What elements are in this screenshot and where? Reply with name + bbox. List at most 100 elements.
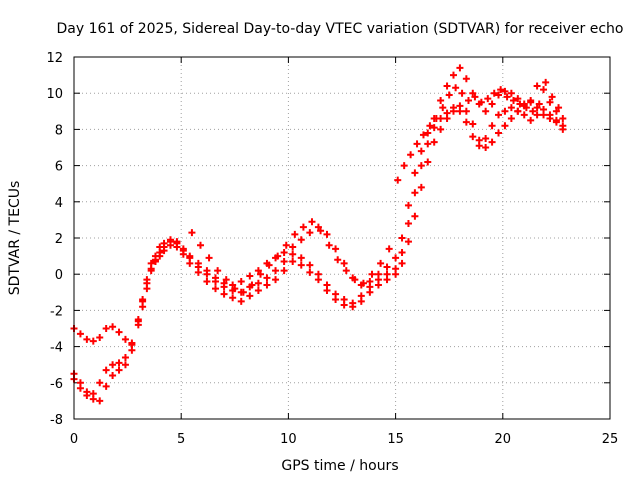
data-point [325, 241, 333, 249]
data-point [239, 288, 247, 296]
data-point [254, 286, 262, 294]
data-point [398, 248, 406, 256]
data-point [205, 254, 213, 262]
x-tick-label: 10 [280, 432, 297, 447]
data-point [407, 151, 415, 159]
data-point [139, 303, 147, 311]
y-tick-label: 10 [46, 87, 63, 102]
data-point [535, 100, 543, 108]
data-point [212, 274, 220, 282]
data-point [439, 104, 447, 112]
data-point [109, 372, 117, 380]
data-point [128, 346, 136, 354]
data-point [308, 218, 316, 226]
data-point [392, 270, 400, 278]
data-point [160, 247, 168, 255]
data-point [351, 276, 359, 284]
data-point [501, 87, 509, 95]
data-point [102, 382, 110, 390]
data-point [289, 258, 297, 266]
data-point [340, 301, 348, 309]
data-point [265, 261, 273, 269]
data-point [462, 118, 470, 126]
data-point [109, 323, 117, 331]
data-point [237, 277, 245, 285]
data-point [306, 261, 314, 269]
data-point [383, 263, 391, 271]
data-point [222, 276, 230, 284]
data-point [443, 115, 451, 123]
data-point [173, 238, 181, 246]
data-point [220, 279, 228, 287]
data-point [96, 334, 104, 342]
data-point [297, 261, 305, 269]
data-point [194, 259, 202, 267]
data-point [404, 220, 412, 228]
x-tick-label: 20 [495, 432, 512, 447]
series-track-c [70, 64, 567, 405]
data-point [323, 230, 331, 238]
data-point [490, 89, 498, 97]
plot-frame [73, 56, 611, 420]
data-point [246, 272, 254, 280]
data-series [70, 64, 567, 405]
data-point [109, 361, 117, 369]
data-point [231, 285, 239, 293]
data-point [280, 258, 288, 266]
data-point [368, 270, 376, 278]
data-point [147, 267, 155, 275]
data-point [121, 335, 129, 343]
tick-labels: 0 5 10 15 20 25 -8 -6 -4 -2 0 2 4 6 8 10 12 [46, 51, 618, 447]
data-point [143, 276, 151, 284]
data-point [477, 98, 485, 106]
data-point [229, 281, 237, 289]
data-point [488, 100, 496, 108]
data-point [383, 276, 391, 284]
data-point [179, 245, 187, 253]
data-point [237, 297, 245, 305]
data-point [121, 353, 129, 361]
y-tick-label: -2 [50, 304, 63, 319]
data-point [424, 129, 432, 137]
data-point [398, 259, 406, 267]
data-point [437, 96, 445, 104]
data-point [424, 158, 432, 166]
data-point [196, 241, 204, 249]
data-point [417, 162, 425, 170]
data-point [229, 294, 237, 302]
data-point [214, 267, 222, 275]
data-point [156, 243, 164, 251]
data-point [430, 124, 438, 132]
data-point [366, 277, 374, 285]
data-point [462, 107, 470, 115]
data-point [147, 259, 155, 267]
data-point [291, 230, 299, 238]
data-point [443, 82, 451, 90]
data-point [203, 277, 211, 285]
data-point [419, 131, 427, 139]
data-point [546, 115, 554, 123]
data-point [115, 366, 123, 374]
data-point [413, 140, 421, 148]
data-point [272, 267, 280, 275]
data-point [464, 96, 472, 104]
data-point [186, 259, 194, 267]
data-point [359, 279, 367, 287]
data-point [314, 223, 322, 231]
y-tick-label: 2 [55, 232, 63, 247]
data-point [115, 328, 123, 336]
data-point [166, 236, 174, 244]
chart-title: Day 161 of 2025, Sidereal Day-to-day VTE… [57, 21, 624, 37]
data-point [151, 252, 159, 260]
data-point [452, 84, 460, 92]
data-point [469, 89, 477, 97]
data-point [89, 395, 97, 403]
data-point [96, 379, 104, 387]
data-point [495, 129, 503, 137]
data-point [546, 98, 554, 106]
data-point [426, 122, 434, 130]
data-point [484, 95, 492, 103]
data-point [516, 100, 524, 108]
data-point [385, 245, 393, 253]
data-point [456, 102, 464, 110]
